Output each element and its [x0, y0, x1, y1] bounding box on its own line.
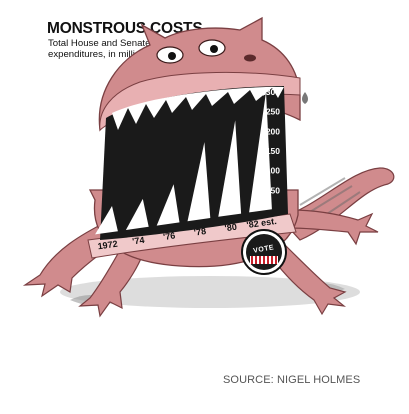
y-tick-label: $300	[261, 87, 280, 97]
drool-drop	[302, 92, 308, 104]
nostril	[244, 54, 256, 62]
x-tick-label: '76	[162, 230, 175, 242]
x-axis: 1972 '74 '76 '78 '80 '82 est.	[97, 216, 277, 251]
bar-0	[95, 206, 118, 235]
ground-shadow	[60, 276, 360, 308]
y-tick-label: 250	[266, 107, 280, 117]
bar-5	[249, 92, 272, 213]
y-tick-label: 100	[266, 166, 280, 176]
chart-title: MONSTROUS COSTS	[47, 20, 203, 37]
bar-series	[95, 92, 272, 235]
left-pupil	[168, 52, 176, 60]
source-credit: SOURCE: NIGEL HOLMES	[223, 374, 361, 386]
right-pupil	[210, 45, 218, 53]
mouth-interior	[100, 86, 288, 240]
x-tick-label: '74	[132, 235, 145, 247]
x-tick-label: 1972	[97, 239, 118, 252]
chart-subtitle: Total House and Senate campaign expendit…	[48, 38, 195, 60]
upper-teeth	[112, 86, 284, 130]
y-tick-label: 50	[271, 185, 281, 195]
left-leg	[78, 249, 143, 318]
y-tick-label: 150	[266, 146, 280, 156]
x-tick-label: '80	[224, 222, 237, 234]
bar-3	[187, 142, 211, 222]
vote-badge: VOTE	[241, 229, 287, 275]
bar-1	[125, 198, 149, 230]
y-tick-label: 200	[266, 126, 280, 136]
y-axis: $300 250 200 150 100 50	[261, 87, 280, 195]
right-leg	[271, 238, 347, 316]
vote-badge-label: VOTE	[253, 244, 275, 255]
x-tick-label: '78	[193, 226, 206, 238]
bar-4	[218, 120, 242, 217]
bar-2	[156, 184, 180, 226]
x-tick-label: '82 est.	[246, 216, 277, 230]
right-arm	[289, 209, 379, 246]
